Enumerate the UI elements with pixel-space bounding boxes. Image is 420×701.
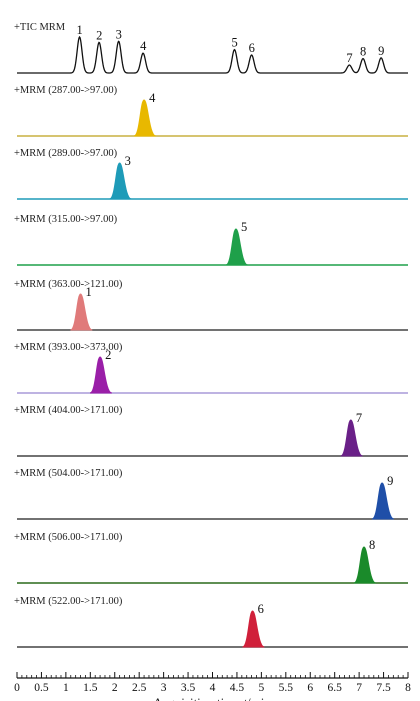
x-tick-label: 2 bbox=[112, 682, 118, 694]
mrm-peak-label-8: 8 bbox=[369, 538, 375, 552]
tic-peak-label-4: 4 bbox=[140, 39, 147, 53]
mrm-label-9: +MRM (522.00->171.00) bbox=[14, 596, 123, 607]
mrm-peak-label-1: 4 bbox=[149, 91, 156, 105]
x-axis-label-part: t bbox=[243, 695, 247, 701]
x-tick-label: 4.5 bbox=[230, 682, 245, 694]
x-axis-label: Acquisition time t/min bbox=[153, 695, 271, 701]
x-tick-label: 0 bbox=[14, 682, 20, 694]
x-tick-label: 0.5 bbox=[34, 682, 49, 694]
x-tick-label: 1 bbox=[63, 682, 69, 694]
tic-peak-label-2: 2 bbox=[96, 28, 102, 42]
mrm-peak-6 bbox=[340, 419, 363, 457]
mrm-peak-4 bbox=[69, 293, 93, 331]
mrm-label-7: +MRM (504.00->171.00) bbox=[14, 468, 123, 479]
mrm-peak-5 bbox=[89, 356, 113, 394]
mrm-peak-9 bbox=[242, 610, 265, 648]
tic-peak-label-3: 3 bbox=[116, 27, 122, 41]
mrm-label-3: +MRM (315.00->97.00) bbox=[14, 214, 118, 225]
tic-peak-label-8: 8 bbox=[360, 45, 366, 59]
x-tick-label: 6 bbox=[307, 682, 313, 694]
mrm-peak-8 bbox=[353, 546, 377, 584]
mrm-peak-label-4: 1 bbox=[86, 285, 92, 299]
x-tick-label: 4 bbox=[210, 682, 216, 694]
mrm-peak-label-6: 7 bbox=[356, 411, 362, 425]
x-tick-label: 5 bbox=[259, 682, 265, 694]
x-tick-label: 3.5 bbox=[181, 682, 196, 694]
x-tick-label: 6.5 bbox=[328, 682, 343, 694]
mrm-label-5: +MRM (393.00->373.00) bbox=[14, 342, 123, 353]
mrm-peak-7 bbox=[371, 482, 395, 520]
tic-peak-label-5: 5 bbox=[231, 36, 237, 50]
mrm-label-1: +MRM (287.00->97.00) bbox=[14, 85, 118, 96]
x-tick-label: 2.5 bbox=[132, 682, 147, 694]
mrm-peak-label-3: 5 bbox=[241, 220, 247, 234]
x-tick-label: 5.5 bbox=[279, 682, 294, 694]
mrm-label-4: +MRM (363.00->121.00) bbox=[14, 279, 123, 290]
mrm-peak-label-5: 2 bbox=[105, 348, 111, 362]
x-tick-label: 7.5 bbox=[376, 682, 391, 694]
x-axis-label-part: Acquisition time bbox=[153, 695, 243, 701]
tic-label: +TIC MRM bbox=[14, 22, 66, 33]
tic-trace bbox=[17, 35, 408, 74]
mrm-label-8: +MRM (506.00->171.00) bbox=[14, 532, 123, 543]
mrm-peak-label-9: 6 bbox=[258, 602, 264, 616]
mrm-peak-label-2: 3 bbox=[125, 154, 131, 168]
tic-peak-label-1: 1 bbox=[77, 23, 83, 37]
tic-peak-label-9: 9 bbox=[378, 44, 384, 58]
mrm-label-2: +MRM (289.00->97.00) bbox=[14, 148, 118, 159]
x-tick-label: 7 bbox=[356, 682, 362, 694]
tic-peak-label-6: 6 bbox=[249, 41, 255, 55]
mrm-peak-label-7: 9 bbox=[387, 474, 393, 488]
x-axis-label-part: /min bbox=[247, 695, 271, 701]
mrm-peak-1 bbox=[133, 99, 157, 137]
x-tick-label: 1.5 bbox=[83, 682, 98, 694]
x-tick-label: 3 bbox=[161, 682, 167, 694]
mrm-peak-3 bbox=[225, 228, 248, 266]
tic-peak-label-7: 7 bbox=[346, 51, 352, 65]
mrm-peak-2 bbox=[109, 162, 132, 200]
x-tick-label: 8 bbox=[405, 682, 411, 694]
mrm-label-6: +MRM (404.00->171.00) bbox=[14, 405, 123, 416]
